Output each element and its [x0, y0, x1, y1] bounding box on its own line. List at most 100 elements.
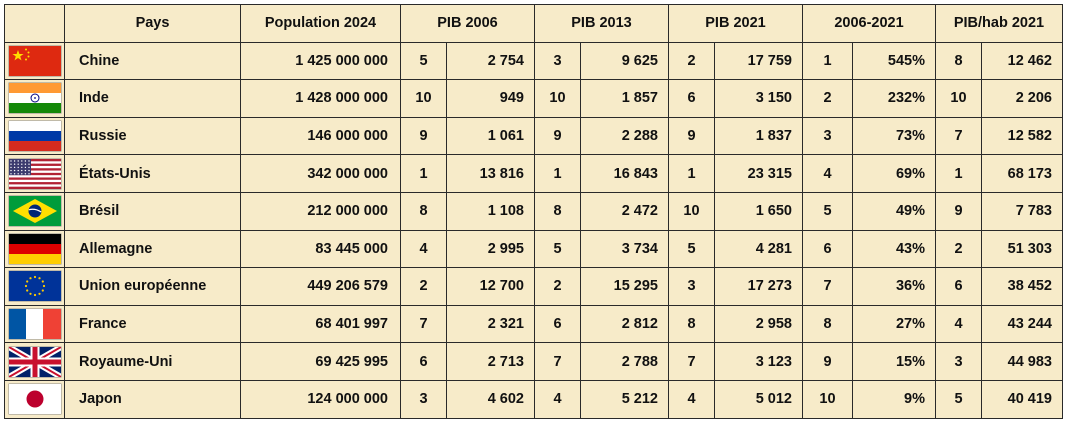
rank-2006: 8 — [400, 191, 447, 231]
rank-2006: 3 — [400, 379, 447, 419]
flag-cell — [4, 116, 65, 156]
gdp-2021-value: 5 012 — [714, 379, 803, 419]
growth-value: 545% — [852, 41, 936, 81]
gdp-per-capita-value: 44 983 — [981, 342, 1063, 381]
gdp-2021-value: 4 281 — [714, 229, 803, 269]
gdp-2013-value: 5 212 — [580, 379, 669, 419]
gdp-2013-value: 3 734 — [580, 229, 669, 269]
rank-growth: 9 — [802, 342, 853, 381]
rank-growth: 10 — [802, 379, 853, 419]
population-value: 1 428 000 000 — [240, 79, 401, 118]
rank-2021: 10 — [668, 191, 715, 231]
gdp-per-capita-value: 12 462 — [981, 41, 1063, 81]
germany-flag-icon — [8, 233, 61, 264]
rank-2006: 7 — [400, 304, 447, 344]
rank-2006: 5 — [400, 41, 447, 81]
rank-2021: 9 — [668, 116, 715, 156]
rank-growth: 3 — [802, 116, 853, 156]
flag-cell — [4, 267, 65, 306]
rank-2021: 8 — [668, 304, 715, 344]
rank-2013: 10 — [534, 79, 581, 118]
population-value: 124 000 000 — [240, 379, 401, 419]
gdp-2021-value: 2 958 — [714, 304, 803, 344]
country-name: France — [64, 304, 241, 344]
growth-value: 27% — [852, 304, 936, 344]
gdp-per-capita-value: 2 206 — [981, 79, 1063, 118]
gdp-2013-value: 2 288 — [580, 116, 669, 156]
header-gdp-2021: PIB 2021 — [668, 4, 803, 43]
growth-value: 49% — [852, 191, 936, 231]
gdp-per-capita-value: 38 452 — [981, 267, 1063, 306]
gdp-per-capita-value: 43 244 — [981, 304, 1063, 344]
gdp-2013-value: 2 788 — [580, 342, 669, 381]
header-row: Pays Population 2024 PIB 2006 PIB 2013 P… — [4, 4, 1063, 43]
flag-cell — [4, 342, 65, 381]
gdp-per-capita-value: 7 783 — [981, 191, 1063, 231]
country-name: États-Unis — [64, 154, 241, 193]
uk-flag-icon — [8, 346, 61, 377]
table-row: Brésil 212 000 000 8 1 108 8 2 472 10 1 … — [4, 191, 1063, 231]
rank-2013: 7 — [534, 342, 581, 381]
rank-2006: 2 — [400, 267, 447, 306]
table-row: Inde 1 428 000 000 10 949 10 1 857 6 3 1… — [4, 79, 1063, 118]
rank-2006: 10 — [400, 79, 447, 118]
gdp-2021-value: 23 315 — [714, 154, 803, 193]
rank-2013: 5 — [534, 229, 581, 269]
rank-2006: 6 — [400, 342, 447, 381]
gdp-2006-value: 12 700 — [446, 267, 535, 306]
gdp-2013-value: 9 625 — [580, 41, 669, 81]
gdp-per-capita-value: 12 582 — [981, 116, 1063, 156]
gdp-2021-value: 3 123 — [714, 342, 803, 381]
population-value: 1 425 000 000 — [240, 41, 401, 81]
usa-flag-icon — [8, 158, 61, 189]
population-value: 83 445 000 — [240, 229, 401, 269]
brazil-flag-icon — [8, 196, 61, 227]
country-name: Royaume-Uni — [64, 342, 241, 381]
growth-value: 43% — [852, 229, 936, 269]
china-flag-icon — [8, 45, 61, 76]
flag-cell — [4, 79, 65, 118]
rank-growth: 5 — [802, 191, 853, 231]
rank-gdp-per-capita: 5 — [935, 379, 982, 419]
gdp-per-capita-value: 68 173 — [981, 154, 1063, 193]
rank-growth: 2 — [802, 79, 853, 118]
gdp-2013-value: 2 472 — [580, 191, 669, 231]
gdp-2006-value: 2 995 — [446, 229, 535, 269]
table-row: Royaume-Uni 69 425 995 6 2 713 7 2 788 7… — [4, 342, 1063, 381]
gdp-2013-value: 16 843 — [580, 154, 669, 193]
growth-value: 73% — [852, 116, 936, 156]
rank-2013: 2 — [534, 267, 581, 306]
growth-value: 69% — [852, 154, 936, 193]
gdp-2021-value: 17 273 — [714, 267, 803, 306]
rank-gdp-per-capita: 10 — [935, 79, 982, 118]
rank-gdp-per-capita: 2 — [935, 229, 982, 269]
gdp-2021-value: 1 650 — [714, 191, 803, 231]
rank-gdp-per-capita: 3 — [935, 342, 982, 381]
table-row: France 68 401 997 7 2 321 6 2 812 8 2 95… — [4, 304, 1063, 344]
population-value: 69 425 995 — [240, 342, 401, 381]
flag-cell — [4, 41, 65, 81]
header-flag — [4, 4, 65, 43]
header-population: Population 2024 — [240, 4, 401, 43]
gdp-2021-value: 3 150 — [714, 79, 803, 118]
header-growth: 2006-2021 — [802, 4, 936, 43]
rank-2021: 6 — [668, 79, 715, 118]
table-row: Chine 1 425 000 000 5 2 754 3 9 625 2 17… — [4, 41, 1063, 81]
rank-growth: 7 — [802, 267, 853, 306]
gdp-2006-value: 2 713 — [446, 342, 535, 381]
country-name: Allemagne — [64, 229, 241, 269]
header-gdp-2006: PIB 2006 — [400, 4, 535, 43]
rank-2021: 4 — [668, 379, 715, 419]
france-flag-icon — [8, 309, 61, 340]
rank-2021: 7 — [668, 342, 715, 381]
country-name: Russie — [64, 116, 241, 156]
rank-gdp-per-capita: 9 — [935, 191, 982, 231]
rank-gdp-per-capita: 4 — [935, 304, 982, 344]
rank-gdp-per-capita: 1 — [935, 154, 982, 193]
gdp-per-capita-value: 51 303 — [981, 229, 1063, 269]
gdp-2013-value: 2 812 — [580, 304, 669, 344]
rank-2006: 9 — [400, 116, 447, 156]
growth-value: 15% — [852, 342, 936, 381]
table-row: Russie 146 000 000 9 1 061 9 2 288 9 1 8… — [4, 116, 1063, 156]
flag-cell — [4, 304, 65, 344]
